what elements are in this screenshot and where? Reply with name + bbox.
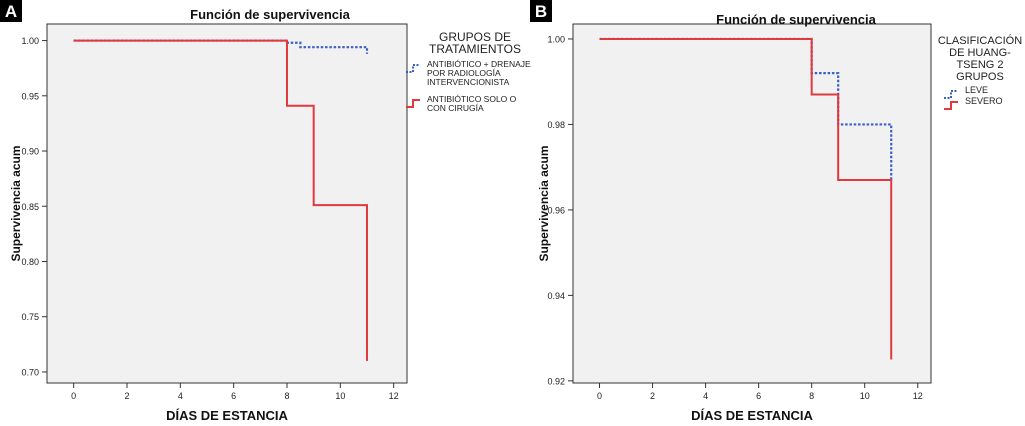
plot-area [572, 23, 932, 384]
x-axis-label: DÍAS DE ESTANCIA [166, 408, 288, 423]
chart-title: Función de supervivencia [716, 12, 876, 27]
y-tick-label: 0.90 [21, 147, 39, 157]
panel-label: A [5, 2, 17, 21]
panel-badge [530, 0, 552, 22]
x-tick-label: 10 [860, 391, 870, 401]
y-tick-label: 0.85 [21, 202, 39, 212]
panel-badge [0, 0, 22, 22]
legend-title-line: GRUPOS DE [439, 30, 511, 44]
y-tick-label: 0.95 [21, 91, 39, 101]
x-tick-label: 4 [178, 391, 183, 401]
y-tick-label: 0.96 [547, 205, 565, 215]
x-tick-label: 4 [703, 391, 708, 401]
legend-swatch-0 [944, 90, 958, 99]
legend-label: ANTIBIÓTICO SOLO O [427, 94, 517, 104]
legend-label: POR RADIOLOGÍA [427, 68, 501, 78]
plot-area [46, 23, 408, 384]
x-tick-label: 0 [597, 391, 602, 401]
legend-label: LEVE [965, 85, 988, 95]
x-axis-label: DÍAS DE ESTANCIA [691, 408, 813, 423]
y-axis-label: Supervivencia acum [9, 145, 23, 261]
chart-title: Función de supervivencia [190, 7, 350, 22]
y-axis-label: Supervivencia acum [537, 145, 551, 261]
x-tick-label: 12 [389, 391, 399, 401]
y-tick-label: 1.00 [547, 34, 565, 44]
series-line-1 [73, 39, 368, 361]
x-tick-label: 2 [650, 391, 655, 401]
x-tick-label: 8 [809, 391, 814, 401]
legend-label: CON CIRUGÍA [427, 103, 484, 113]
x-tick-label: 0 [71, 391, 76, 401]
y-tick-label: 0.92 [547, 376, 565, 386]
legend-title-line: TRATAMIENTOS [429, 42, 521, 56]
legend-label: ANTIBIÓTICO + DRENAJE [427, 59, 531, 69]
y-tick-label: 1.00 [21, 36, 39, 46]
series-line-0 [73, 39, 369, 54]
y-tick-label: 0.98 [547, 120, 565, 130]
legend-label: INTERVENCIONISTA [427, 77, 510, 87]
legend-title-line: TSENG 2 [956, 59, 1003, 71]
chart-panel-b: B Función de supervivencia 1.00 0.98 0.96 0.9… [530, 0, 1022, 423]
x-tick-label: 8 [284, 391, 289, 401]
y-tick-label: 0.94 [547, 291, 565, 301]
legend-title-line: DE HUANG- [949, 47, 1011, 59]
y-tick-label: 0.70 [21, 367, 39, 377]
panel-label: B [535, 2, 547, 21]
y-tick-label: 0.75 [21, 312, 39, 322]
series-line-1 [599, 37, 893, 360]
x-tick-label: 10 [335, 391, 345, 401]
x-tick-label: 12 [913, 391, 923, 401]
legend-swatch-0 [406, 64, 420, 73]
x-tick-label: 2 [124, 391, 129, 401]
legend-swatch-1 [944, 101, 958, 110]
legend-title-line: GRUPOS [956, 71, 1004, 83]
legend-label: SEVERO [965, 96, 1003, 106]
x-tick-label: 6 [231, 391, 236, 401]
legend-swatch-1 [406, 99, 420, 108]
chart-panel-a: A Función de supervivencia 1.00 0.95 0.90 0.8… [0, 0, 531, 423]
legend-title-line: CLASIFICACIÓN [938, 34, 1022, 47]
y-tick-label: 0.80 [21, 257, 39, 267]
x-tick-label: 6 [756, 391, 761, 401]
